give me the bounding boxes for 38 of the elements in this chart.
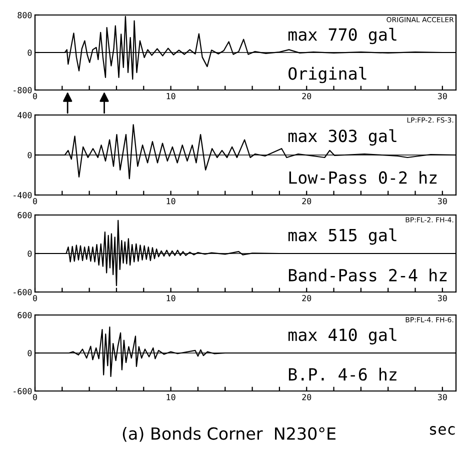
x-axis-title: sec	[430, 426, 455, 435]
x-tick-label: 10	[166, 294, 176, 302]
annotation: Low-Pass 0-2 hz	[289, 170, 437, 184]
y-tick-label: 400	[18, 112, 32, 118]
y-tick-label: 0	[28, 350, 32, 356]
y-tick-label: -600	[14, 388, 32, 394]
text: (a) Bonds Corner N230°E	[122, 426, 336, 442]
annotation: B.P. 4-6 hz	[288, 368, 396, 381]
x-tick-label: 10	[166, 198, 176, 204]
x-tick-label: 0	[33, 294, 37, 302]
y-tick-label: 600	[18, 212, 32, 218]
x-tick-label: 0	[33, 92, 37, 100]
annotation: Band-Pass 2-4 hz	[288, 268, 447, 282]
x-tick-label: 30	[438, 198, 447, 204]
x-tick-label: 10	[166, 394, 176, 400]
y-tick-label: 0	[28, 50, 32, 56]
annotation: max 770 gal	[288, 28, 396, 44]
y-tick-label: -800	[14, 87, 32, 94]
x-tick-label: 0	[33, 394, 37, 400]
annotation: max 410 gal	[288, 328, 396, 344]
annotation: max 515 gal	[288, 228, 396, 245]
y-tick-label: -600	[14, 289, 32, 296]
x-tick-label: 30	[438, 394, 447, 400]
x-tick-label: 20	[302, 92, 312, 100]
x-tick-label: 20	[302, 294, 312, 302]
x-tick-label: 20	[302, 394, 312, 400]
y-tick-label: 800	[18, 12, 32, 18]
y-tick-label: -400	[14, 192, 32, 198]
x-tick-label: 30	[438, 294, 447, 302]
x-tick-label: 20	[302, 198, 312, 204]
y-tick-label: 0	[28, 152, 32, 158]
annotation: max 303 gal	[288, 129, 396, 146]
y-tick-label: 0	[28, 250, 32, 257]
x-tick-label: 10	[166, 92, 176, 100]
annotation: Original	[288, 66, 366, 84]
x-tick-label: 30	[438, 92, 447, 100]
y-tick-label: 600	[18, 312, 32, 318]
x-tick-label: 0	[33, 198, 37, 204]
